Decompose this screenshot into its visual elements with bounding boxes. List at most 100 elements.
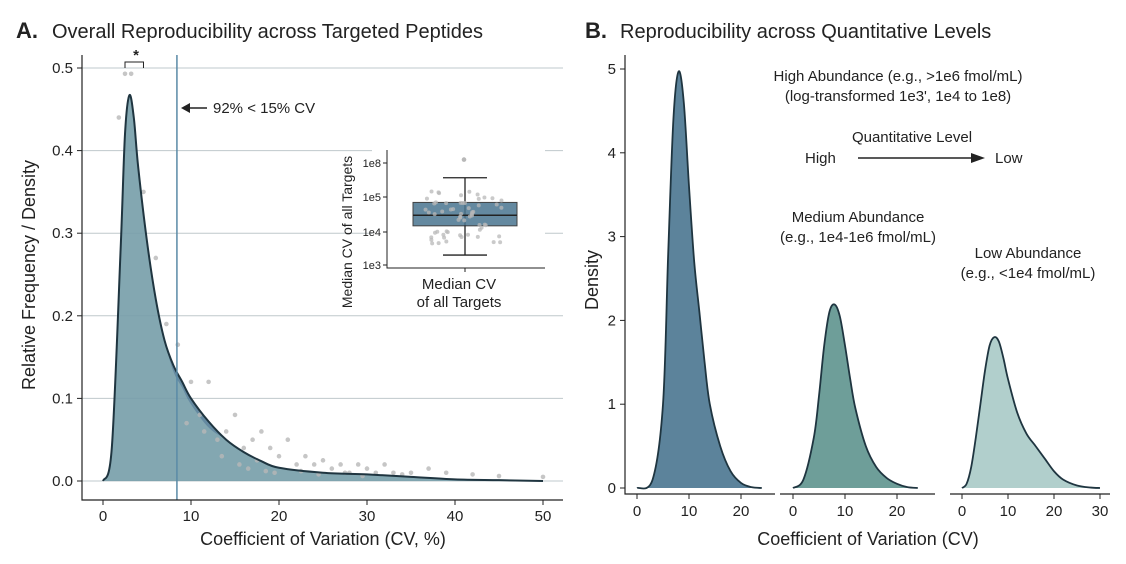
inset-point xyxy=(491,240,496,245)
density-area-medium xyxy=(793,304,918,488)
inset-point xyxy=(476,196,481,201)
data-point xyxy=(141,189,146,195)
x-tick-label: 40 xyxy=(447,508,464,525)
inset-y-tick-label: 1e3 xyxy=(363,260,381,272)
inset-point xyxy=(459,211,464,216)
medium-abundance-label: Medium Abundance xyxy=(792,209,925,226)
inset-point xyxy=(458,214,463,219)
y-tick-label: 0.4 xyxy=(52,143,73,160)
panel-b-title: Reproducibility across Quantitative Leve… xyxy=(620,21,991,43)
panel-b-label: B. xyxy=(585,18,607,43)
inset-point xyxy=(448,207,453,212)
data-point xyxy=(128,71,134,77)
data-point xyxy=(382,462,387,467)
data-point xyxy=(223,429,229,434)
panel-a-ylabel: Relative Frequency / Density xyxy=(19,160,39,390)
inset-point xyxy=(444,201,449,206)
panel-b-xlabel: Coefficient of Variation (CV) xyxy=(757,529,978,549)
x-tick-label: 0 xyxy=(789,503,797,520)
data-point xyxy=(294,462,299,467)
data-point xyxy=(184,420,189,426)
data-point xyxy=(122,71,128,77)
inset-point xyxy=(426,210,431,215)
inset-point xyxy=(444,229,449,234)
inset-point xyxy=(436,190,441,195)
data-point xyxy=(338,462,343,467)
inset-point xyxy=(494,202,499,207)
panel-b: B. Reproducibility across Quantitative L… xyxy=(582,18,1110,549)
data-point xyxy=(285,437,291,443)
density-area-high xyxy=(637,71,762,489)
subplot-axes-high xyxy=(624,55,775,495)
density-area-low xyxy=(962,336,1100,488)
data-point xyxy=(267,445,273,451)
inset-point xyxy=(436,241,441,246)
inset-point xyxy=(440,209,445,214)
inset-point xyxy=(423,207,428,212)
panel-b-ylabel: Density xyxy=(582,250,602,310)
x-tick-label: 30 xyxy=(1092,503,1109,520)
high-abundance-label: High Abundance (e.g., >1e6 fmol/mL) xyxy=(774,68,1023,85)
inset-point xyxy=(497,234,502,239)
data-point xyxy=(259,429,264,434)
density-curve-low xyxy=(961,336,1101,489)
x-tick-label: 30 xyxy=(359,508,376,525)
arrow-head-icon xyxy=(181,103,190,113)
x-tick-label: 50 xyxy=(535,508,552,525)
x-tick-label: 20 xyxy=(889,503,906,520)
data-point xyxy=(232,412,238,418)
x-tick-label: 20 xyxy=(733,503,750,520)
inset-y-tick-label: 1e5 xyxy=(363,192,381,204)
x-tick-label: 10 xyxy=(681,503,698,520)
data-point xyxy=(303,453,308,459)
inset-point xyxy=(459,235,464,240)
data-point xyxy=(272,470,277,476)
low-abundance-label: Low Abundance xyxy=(975,245,1082,262)
data-point xyxy=(443,470,449,476)
x-tick-label: 20 xyxy=(1046,503,1063,520)
panel-a-title: Overall Reproducibility across Targeted … xyxy=(52,21,483,43)
inset-point xyxy=(462,218,467,223)
inset-point xyxy=(444,239,449,244)
inset-boxplot: 1e3 1e4 1e5 1e8 xyxy=(363,150,545,272)
data-point xyxy=(470,472,475,477)
inset-point xyxy=(433,200,438,205)
inset-y-tick-label: 1e4 xyxy=(363,227,381,239)
y-tick-label: 0.5 xyxy=(52,60,73,77)
inset-point xyxy=(467,189,472,194)
data-point xyxy=(237,462,242,467)
density-curve xyxy=(102,93,544,482)
inset-ylabel: Median CV of all Targets xyxy=(339,156,355,308)
arrow-to-label: Low xyxy=(995,150,1023,167)
y-tick-label: 0.0 xyxy=(52,473,73,490)
x-tick-label: 10 xyxy=(837,503,854,520)
inset-point xyxy=(466,206,471,211)
density-area-secondary xyxy=(103,94,543,482)
density-area xyxy=(103,94,543,482)
panel-a: A. Overall Reproducibility across Target… xyxy=(16,18,563,549)
x-tick-label: 10 xyxy=(183,508,200,525)
inset-point xyxy=(479,225,484,230)
x-tick-label: 0 xyxy=(99,508,107,525)
density-curve-high xyxy=(636,70,762,490)
inset-point xyxy=(490,196,495,201)
data-point xyxy=(116,115,122,120)
arrow-head-icon xyxy=(971,153,985,163)
x-tick-label: 0 xyxy=(633,503,641,520)
vline-annotation: 92% < 15% CV xyxy=(213,100,315,117)
inset-point xyxy=(459,193,464,198)
arrow-from-label: High xyxy=(805,150,836,167)
data-point xyxy=(219,453,225,459)
inset-point xyxy=(469,213,474,218)
medium-abundance-sublabel: (e.g., 1e4-1e6 fmol/mL) xyxy=(780,229,936,246)
density-curve-medium xyxy=(792,303,918,489)
inset-point xyxy=(477,222,482,227)
inset-point xyxy=(441,232,446,237)
y-tick-label: 4 xyxy=(608,145,616,162)
inset-point xyxy=(499,205,504,210)
data-point xyxy=(391,470,396,476)
data-point xyxy=(245,466,251,471)
inset-point xyxy=(430,241,435,246)
y-tick-label: 0.3 xyxy=(52,225,73,242)
data-point xyxy=(320,458,326,463)
